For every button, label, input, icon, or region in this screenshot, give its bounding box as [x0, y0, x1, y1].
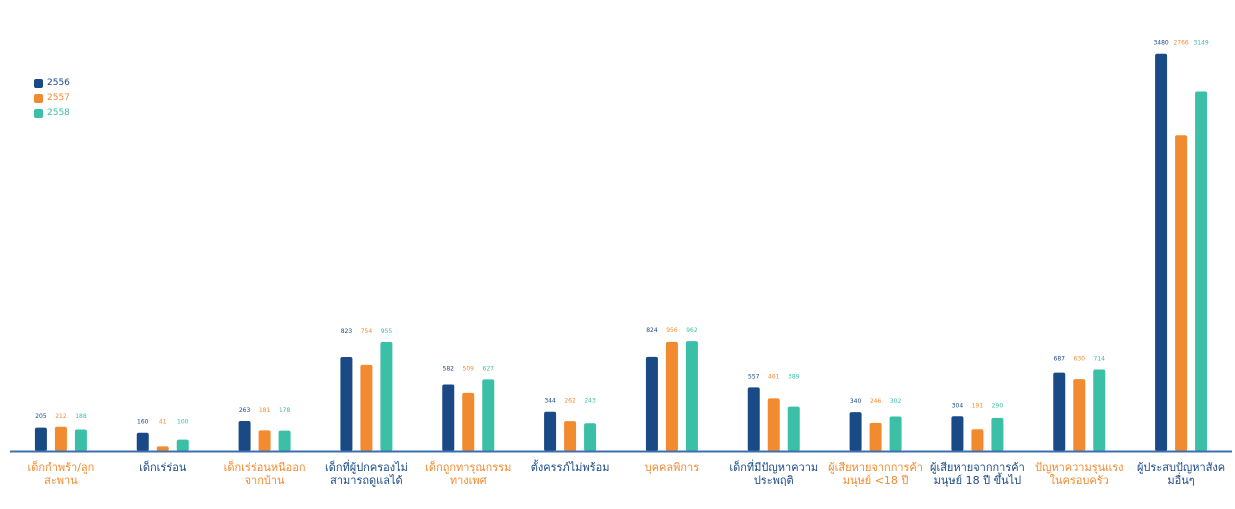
- bar-2558-3: [380, 341, 393, 451]
- value-label-2558-0: 188: [75, 413, 87, 420]
- bar-2558-2: [278, 430, 291, 451]
- bar-2558-4: [482, 379, 495, 451]
- value-label-2556-2: 263: [239, 407, 251, 414]
- bar-2556-9: [951, 416, 964, 451]
- value-label-2556-4: 582: [443, 365, 455, 372]
- legend-item-2558: 2558: [34, 106, 70, 121]
- value-label-2556-1: 160: [137, 419, 149, 426]
- legend: 2556 2557 2558: [34, 76, 70, 121]
- bar-2557-3: [360, 364, 373, 451]
- value-label-2558-2: 178: [279, 407, 291, 414]
- value-label-2557-10: 630: [1074, 355, 1086, 362]
- bar-2557-6: [665, 341, 678, 451]
- value-label-2558-5: 243: [584, 398, 596, 405]
- bar-2557-10: [1073, 379, 1086, 451]
- value-label-2556-5: 344: [544, 398, 556, 405]
- bar-2557-0: [54, 426, 67, 451]
- bar-2556-7: [747, 387, 760, 451]
- bar-2556-6: [645, 356, 658, 451]
- bar-2558-6: [685, 341, 698, 451]
- value-label-2557-9: 191: [972, 402, 984, 409]
- value-label-2557-0: 212: [55, 413, 67, 420]
- value-label-2557-11: 2766: [1173, 40, 1188, 47]
- category-label-0: เด็กกำพร้า/ลูกสะพาน: [27, 461, 95, 487]
- value-label-2558-11: 3149: [1193, 40, 1208, 47]
- value-label-2557-8: 246: [870, 398, 882, 405]
- bar-2558-9: [991, 417, 1004, 451]
- value-label-2557-1: 41: [159, 419, 167, 426]
- value-label-2557-5: 262: [564, 398, 576, 405]
- category-label-3: เด็กที่ผู้ปกครองไม่สามารถดูแลได้: [324, 461, 408, 487]
- bar-2556-4: [442, 384, 455, 451]
- legend-swatch-2556: [34, 79, 43, 88]
- value-label-2556-10: 687: [1054, 355, 1066, 362]
- category-label-7: เด็กที่มีปัญหาความประพฤติ: [729, 461, 819, 487]
- legend-swatch-2558: [34, 109, 43, 118]
- bar-2556-1: [136, 432, 149, 451]
- bar-2558-5: [584, 423, 597, 451]
- value-label-2556-9: 304: [952, 402, 964, 409]
- bar-2556-3: [340, 357, 353, 451]
- bar-2556-2: [238, 420, 251, 451]
- value-label-2557-4: 509: [463, 365, 475, 372]
- bar-2557-5: [564, 421, 577, 451]
- value-label-2558-1: 100: [177, 419, 189, 426]
- value-label-2557-2: 181: [259, 407, 271, 414]
- legend-item-2557: 2557: [34, 91, 70, 106]
- legend-label-2556: 2556: [47, 78, 70, 88]
- bar-2557-1: [156, 446, 169, 451]
- category-label-11: ผู้ประสบปัญหาสังคมอื่นๆ: [1136, 461, 1226, 487]
- value-label-2558-4: 627: [483, 365, 495, 372]
- bar-2558-1: [176, 439, 189, 451]
- bar-2558-10: [1093, 369, 1106, 451]
- legend-label-2557: 2557: [47, 93, 70, 103]
- category-label-10: ปัญหาความรุนแรงในครอบครัว: [1034, 461, 1124, 487]
- bar-2557-4: [462, 392, 475, 451]
- bar-2557-9: [971, 429, 984, 451]
- legend-label-2558: 2558: [47, 108, 70, 118]
- value-label-2556-7: 557: [748, 373, 760, 380]
- value-label-2558-9: 290: [992, 402, 1004, 409]
- category-label-4: เด็กถูกทารุณกรรมทางเพศ: [425, 461, 512, 487]
- value-label-2557-7: 461: [768, 373, 780, 380]
- bar-2556-5: [544, 411, 557, 451]
- value-label-2556-3: 823: [341, 328, 353, 335]
- value-label-2556-0: 205: [35, 413, 47, 420]
- category-label-8: ผู้เสียหายจากการค้ามนุษย์ <18 ปี: [828, 461, 923, 487]
- value-label-2558-10: 714: [1094, 355, 1106, 362]
- value-label-2558-7: 389: [788, 373, 800, 380]
- bar-2557-11: [1175, 135, 1188, 451]
- bar-2558-7: [787, 406, 800, 451]
- bar-2558-0: [74, 429, 87, 451]
- category-label-2: เด็กเร่ร่อนหนีออกจากบ้าน: [223, 461, 306, 487]
- value-label-2556-8: 340: [850, 398, 862, 405]
- value-label-2556-6: 824: [646, 327, 658, 334]
- value-label-2556-11: 3480: [1153, 40, 1168, 47]
- bar-2557-2: [258, 430, 271, 451]
- category-label-6: บุคคลพิการ: [644, 461, 700, 474]
- value-label-2558-3: 955: [381, 328, 393, 335]
- bar-2557-7: [767, 398, 780, 451]
- bar-2556-10: [1053, 372, 1066, 451]
- bar-2557-8: [869, 422, 882, 451]
- legend-item-2556: 2556: [34, 76, 70, 91]
- category-label-9: ผู้เสียหายจากการค้ามนุษย์ 18 ปี ขึ้นไป: [930, 461, 1025, 487]
- value-label-2558-8: 302: [890, 398, 902, 405]
- category-label-1: เด็กเร่ร่อน: [139, 461, 187, 474]
- value-label-2558-6: 962: [686, 327, 698, 334]
- bar-2558-11: [1195, 91, 1208, 451]
- value-label-2557-6: 956: [666, 327, 678, 334]
- category-label-5: ตั้งครรภ์ไม่พร้อม: [530, 461, 610, 474]
- value-label-2557-3: 754: [361, 328, 373, 335]
- bar-2558-8: [889, 416, 902, 451]
- bar-2556-11: [1155, 53, 1168, 451]
- legend-swatch-2557: [34, 94, 43, 103]
- bar-2556-0: [34, 427, 47, 451]
- bar-2556-8: [849, 412, 862, 451]
